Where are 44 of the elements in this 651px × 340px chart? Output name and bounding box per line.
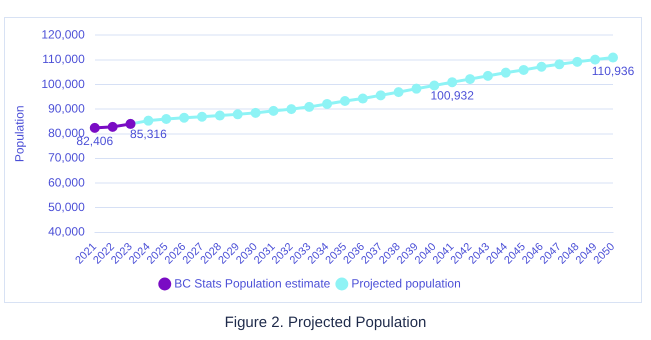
point — [447, 77, 458, 88]
point — [590, 54, 600, 65]
point — [376, 90, 386, 100]
point — [536, 62, 547, 72]
point — [554, 59, 564, 70]
point — [358, 94, 368, 104]
y-tick-label: 100,000 — [41, 76, 86, 91]
data-label: 110,936 — [592, 64, 635, 78]
y-tick-label: 40,000 — [48, 224, 86, 239]
legend-label: BC Stats Population estimate — [174, 276, 331, 290]
y-tick-label: 50,000 — [48, 200, 86, 214]
point — [161, 114, 172, 124]
y-axis-title: Population — [12, 105, 27, 162]
legend-label: Projected population — [351, 276, 461, 290]
point — [214, 110, 225, 121]
point — [250, 108, 261, 118]
data-label: 85,316 — [130, 126, 168, 141]
point — [286, 104, 296, 114]
point — [500, 68, 511, 78]
point — [608, 52, 618, 63]
point — [465, 74, 476, 84]
y-tick-label: 110,000 — [42, 52, 86, 66]
point — [232, 109, 243, 120]
point — [518, 64, 529, 75]
point — [179, 112, 190, 123]
point — [304, 102, 314, 112]
point — [572, 56, 582, 67]
point — [108, 122, 118, 132]
y-tick-label: 120,000 — [41, 28, 86, 42]
point — [411, 84, 422, 94]
caption: Figure 2. Projected Population — [224, 314, 428, 331]
y-tick-label: 70,000 — [48, 150, 86, 165]
point — [143, 116, 154, 126]
y-tick-label: 90,000 — [48, 101, 86, 116]
y-tick-label: 60,000 — [48, 175, 86, 190]
point — [196, 112, 207, 122]
data-label: 100,932 — [430, 88, 474, 103]
point — [268, 106, 278, 116]
point — [482, 70, 493, 81]
point — [90, 122, 100, 133]
point — [394, 87, 404, 98]
point — [322, 98, 332, 109]
point — [340, 96, 350, 106]
point — [429, 80, 440, 90]
